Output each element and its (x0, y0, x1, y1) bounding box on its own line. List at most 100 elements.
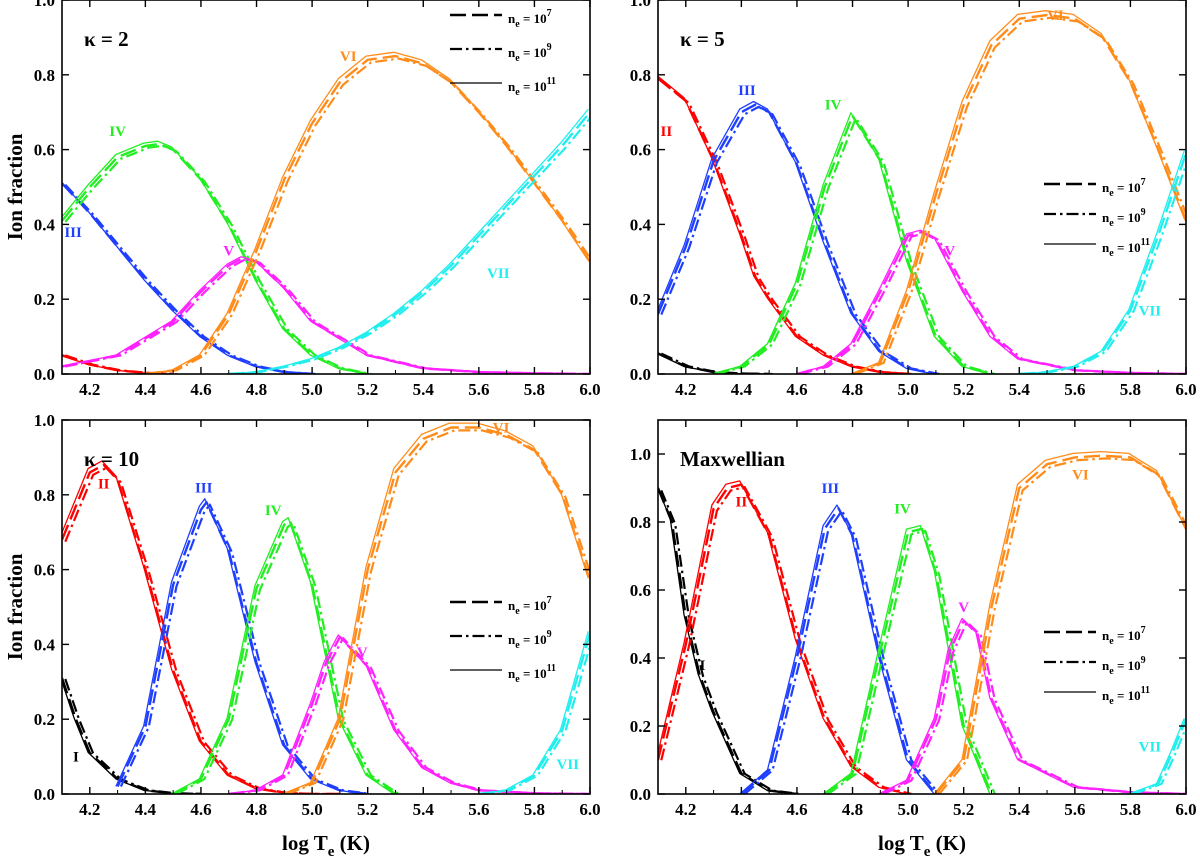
series-label-VI: VI (493, 420, 510, 436)
x-tick-label: 5.2 (953, 380, 974, 399)
series-line-VII-ne9 (232, 116, 590, 374)
series-label-III: III (195, 480, 213, 496)
legend-entry: ne = 107 (1102, 625, 1146, 647)
series-label-IV: IV (825, 98, 842, 114)
y-tick-label: 1.0 (34, 411, 55, 430)
y-tick-label: 0.2 (630, 717, 651, 736)
series-line-IV-ne11 (171, 517, 395, 794)
y-tick-label: 1.0 (630, 0, 651, 10)
legend-entry: ne = 107 (508, 8, 552, 30)
x-tick-label: 5.4 (1009, 800, 1031, 819)
series-line-VI-ne9 (148, 57, 590, 374)
series-label-III: III (64, 225, 82, 241)
y-tick-label: 0.6 (34, 141, 55, 160)
panel-title: Maxwellian (680, 447, 785, 471)
series-line-VI-ne11 (282, 422, 589, 794)
x-tick-label: 4.2 (79, 380, 100, 399)
series-line-VII-ne11 (477, 631, 589, 794)
x-tick-label: 4.6 (786, 380, 807, 399)
plot-frame (657, 419, 1187, 795)
legend-entry: ne = 1011 (508, 76, 556, 98)
x-tick-label: 5.2 (357, 380, 378, 399)
series-line-V-ne9 (231, 637, 590, 794)
plot-frame (61, 419, 591, 795)
series-line-VII-ne7 (478, 632, 590, 794)
legend-entry: ne = 107 (508, 595, 552, 617)
x-tick-label: 6.0 (579, 380, 600, 399)
y-tick-label: 0.0 (630, 365, 651, 384)
series-label-VI: VI (1047, 8, 1064, 24)
x-tick-label: 5.0 (897, 800, 918, 819)
series-label-VII: VII (1139, 739, 1162, 755)
panel-title: κ = 10 (84, 447, 139, 471)
series-line-I-ne11 (62, 679, 200, 794)
series-line-II-ne9 (64, 466, 344, 794)
series-line-V-ne11 (62, 256, 589, 374)
y-tick-label: 0.8 (34, 486, 55, 505)
x-tick-label: 4.8 (842, 800, 863, 819)
x-tick-label: 4.2 (79, 800, 100, 819)
series-line-VI-ne7 (283, 426, 590, 794)
x-tick-label: 4.8 (246, 800, 267, 819)
legend-entry: ne = 1011 (1102, 237, 1150, 259)
y-tick-label: 0.6 (34, 561, 55, 580)
series-line-VI-ne11 (933, 450, 1185, 794)
series-label-III: III (738, 83, 756, 99)
series-label-IV: IV (265, 503, 282, 519)
series-label-I: I (73, 750, 79, 766)
series-line-VI-ne7 (145, 54, 590, 374)
series-label-IV: IV (894, 501, 911, 517)
x-tick-label: 5.8 (1120, 380, 1141, 399)
series-line-IV-ne11 (822, 524, 991, 794)
y-tick-label: 1.0 (34, 0, 55, 10)
series-label-V: V (357, 645, 368, 661)
x-tick-label: 4.4 (135, 800, 157, 819)
y-tick-label: 0.2 (630, 290, 651, 309)
series-label-VI: VI (1072, 467, 1089, 483)
series-line-II-ne11 (658, 75, 907, 374)
series-line-VI-ne11 (143, 51, 589, 374)
series-line-II-ne11 (658, 480, 907, 794)
series-line-IV-ne9 (64, 144, 372, 374)
series-line-III-ne7 (658, 103, 937, 374)
series-label-VI: VI (340, 49, 357, 65)
x-tick-label: 5.8 (1120, 800, 1141, 819)
series-line-III-ne11 (658, 100, 935, 374)
series-line-VII-ne9 (1133, 724, 1186, 794)
series-line-II-ne9 (660, 486, 912, 794)
x-tick-label: 5.0 (301, 800, 322, 819)
panel-title: κ = 2 (84, 27, 129, 51)
x-tick-label: 5.6 (468, 380, 489, 399)
series-line-IV-ne7 (713, 114, 992, 374)
legend-entry: ne = 1011 (1102, 685, 1150, 707)
series-line-II-ne9 (660, 80, 912, 374)
y-tick-label: 1.0 (630, 445, 651, 464)
series-label-II: II (736, 495, 748, 511)
series-line-I-ne7 (658, 487, 798, 794)
series-line-III-ne9 (660, 105, 940, 374)
series-line-IV-ne7 (823, 527, 993, 794)
series-line-V-ne9 (883, 620, 1186, 794)
y-tick-label: 0.4 (34, 635, 56, 654)
series-label-I: I (700, 658, 706, 674)
legend-entry: ne = 109 (508, 42, 552, 64)
y-axis-title: Ion fraction (3, 133, 27, 240)
x-tick-label: 5.6 (1064, 800, 1085, 819)
series-line-III-ne9 (743, 509, 941, 794)
series-line-V-ne11 (227, 634, 589, 794)
series-line-VII-ne11 (1017, 150, 1185, 374)
series-line-III-ne9 (64, 184, 316, 374)
y-tick-label: 0.0 (34, 365, 55, 384)
series-line-VII-ne9 (1022, 161, 1186, 374)
chart-panel: III IV V VI VII 4.2 4.4 4.6 4.8 5.0 5.2 5.4 5.6 5.8 6.… (3, 0, 601, 399)
x-tick-label: 4.6 (786, 800, 807, 819)
series-line-II-ne7 (658, 483, 909, 794)
y-tick-label: 0.6 (630, 141, 651, 160)
y-tick-label: 0.0 (34, 785, 55, 804)
x-tick-label: 6.0 (1175, 380, 1196, 399)
legend-entry: ne = 109 (1102, 207, 1146, 229)
series-label-V: V (944, 244, 955, 260)
